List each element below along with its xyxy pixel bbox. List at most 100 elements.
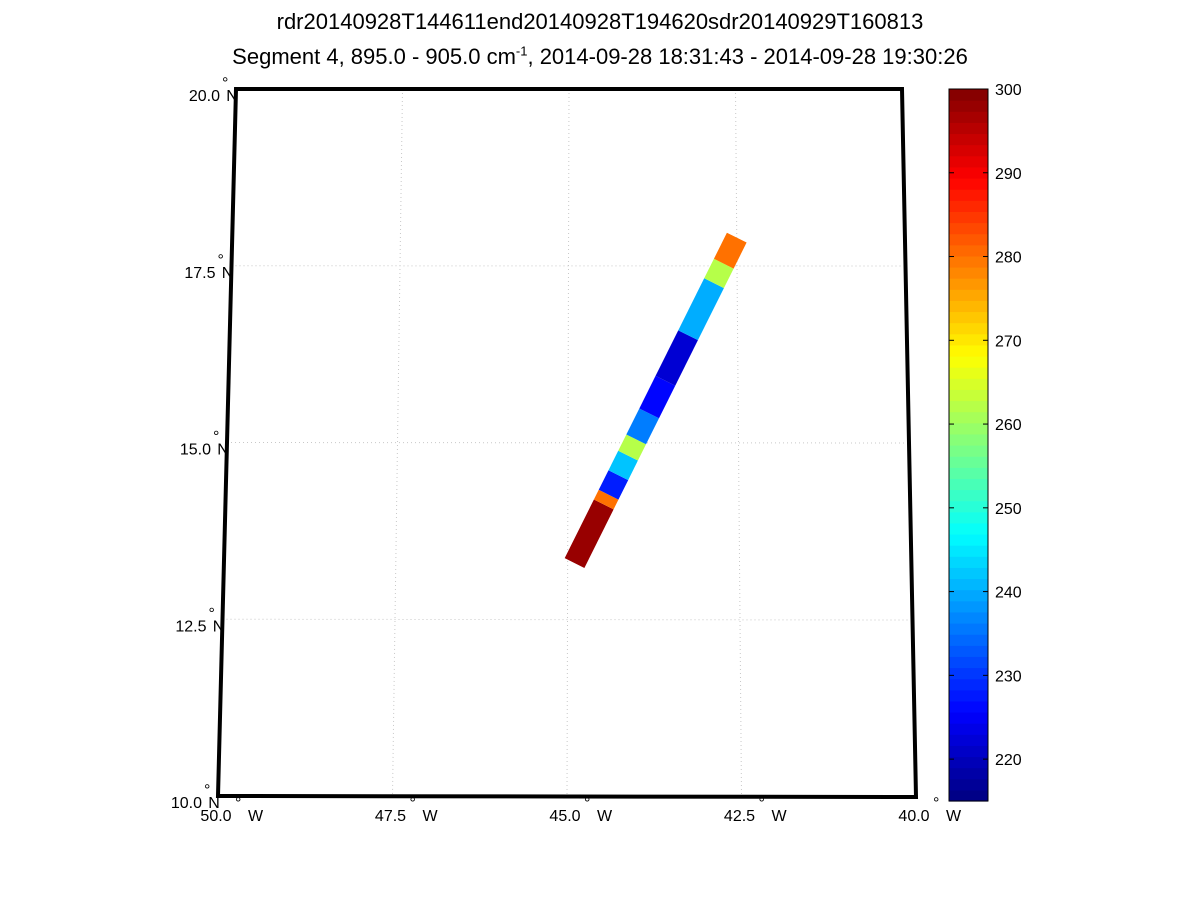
y-tick-degree: ° <box>204 782 210 799</box>
x-tick-degree: ° <box>584 795 590 812</box>
swath-segment <box>655 330 698 386</box>
y-tick-label: 20.0 <box>189 88 220 105</box>
grid-layer <box>222 88 913 797</box>
subtitle-suffix: , 2014-09-28 18:31:43 - 2014-09-28 19:30… <box>527 44 968 69</box>
x-tick-label: 40.0 <box>898 808 929 825</box>
colorbar-step <box>949 789 988 802</box>
colorbar-step <box>949 144 988 157</box>
colorbar-step <box>949 634 988 646</box>
colorbar-step <box>949 567 988 580</box>
y-tick-degree: ° <box>222 75 228 92</box>
colorbar-step <box>949 267 988 279</box>
colorbar-step <box>949 189 988 201</box>
colorbar-step <box>949 645 988 657</box>
colorbar-tick-label: 290 <box>995 166 1022 183</box>
colorbar-step <box>949 333 988 346</box>
colorbar-tick-label: 280 <box>995 250 1022 267</box>
colorbar-step <box>949 289 988 301</box>
colorbar-step <box>949 745 988 758</box>
colorbar-step <box>949 211 988 224</box>
y-tick-degree: ° <box>213 429 219 446</box>
colorbar-step <box>949 133 988 146</box>
colorbar-step <box>949 723 988 735</box>
colorbar-step <box>949 278 988 290</box>
chart-title: rdr20140928T144611end20140928T194620sdr2… <box>276 9 924 34</box>
colorbar-step <box>949 244 988 257</box>
colorbar-step <box>949 667 988 680</box>
colorbar-step <box>949 467 988 479</box>
colorbar-step <box>949 511 988 524</box>
colorbar-step <box>949 122 988 135</box>
colorbar-step <box>949 367 988 379</box>
colorbar-step <box>949 678 988 691</box>
x-tick-hemisphere: W <box>772 808 788 825</box>
colorbar-tick-label: 260 <box>995 417 1022 434</box>
colorbar-step <box>949 322 988 335</box>
colorbar-step <box>949 378 988 390</box>
swath-segment <box>618 434 647 461</box>
colorbar-step <box>949 611 988 624</box>
y-tick-hemisphere: N <box>213 618 225 635</box>
x-tick-label: 47.5 <box>375 808 406 825</box>
colorbar-step <box>949 389 988 402</box>
colorbar-step <box>949 155 988 168</box>
colorbar-tick-label: 270 <box>995 333 1022 350</box>
y-tick-label: 10.0 <box>171 795 202 812</box>
subtitle-superscript: -1 <box>515 43 528 59</box>
colorbar-step <box>949 356 988 368</box>
colorbar-border <box>948 88 989 802</box>
colorbar-step <box>949 756 988 769</box>
colorbar-step <box>949 255 988 268</box>
y-tick-hemisphere: N <box>208 795 220 812</box>
chart-subtitle: Segment 4, 895.0 - 905.0 cm-1, 2014-09-2… <box>0 44 1200 70</box>
colorbar-step <box>949 200 988 212</box>
colorbar-step <box>949 311 988 324</box>
x-tick-hemisphere: W <box>248 808 264 825</box>
colorbar-step <box>949 700 988 713</box>
colorbar-tick-label: 230 <box>995 668 1022 685</box>
swath-segment <box>704 258 734 289</box>
swath-segment <box>639 375 676 419</box>
colorbar-step <box>949 578 988 591</box>
swath-segment <box>564 499 614 568</box>
colorbar-step <box>949 734 988 746</box>
colorbar-step <box>949 456 988 468</box>
colorbar-step <box>949 344 988 357</box>
colorbar-step <box>949 400 988 413</box>
colorbar-step <box>949 233 988 246</box>
colorbar-step <box>949 300 988 313</box>
colorbar-step <box>949 489 988 502</box>
colorbar-step <box>949 556 988 568</box>
colorbar-step <box>949 534 988 546</box>
swath-segment <box>608 450 638 481</box>
y-tick-degree: ° <box>209 605 215 622</box>
y-tick-hemisphere: N <box>217 442 229 459</box>
swath-segment <box>593 489 619 510</box>
y-tick-hemisphere: N <box>226 88 238 105</box>
colorbar-step <box>949 445 988 457</box>
y-tick-labels: 10.0°N12.5°N15.0°N17.5°N20.0°N <box>171 75 238 812</box>
grid-line-lon <box>392 88 403 797</box>
colorbar-step <box>949 411 988 424</box>
colorbar-step <box>949 433 988 446</box>
swath-layer <box>564 232 747 568</box>
colorbar-step <box>949 656 988 669</box>
colorbar-step <box>949 100 988 112</box>
colorbar: 220 230 240 250 260 270 280 290 300 <box>948 82 1022 802</box>
grid-line-lon <box>735 88 742 797</box>
swath-segment <box>598 470 629 500</box>
colorbar-tick-label: 240 <box>995 585 1022 602</box>
x-tick-label: 45.0 <box>549 808 580 825</box>
x-tick-hemisphere: W <box>597 808 613 825</box>
colorbar-step <box>949 166 988 179</box>
colorbar-step <box>949 600 988 613</box>
colorbar-step <box>949 478 988 491</box>
swath-segment <box>626 408 660 445</box>
colorbar-step <box>949 89 988 101</box>
y-tick-degree: ° <box>218 252 224 269</box>
colorbar-step <box>949 623 988 635</box>
y-tick-hemisphere: N <box>222 265 234 282</box>
grid-line-lat <box>222 618 913 621</box>
x-tick-hemisphere: W <box>423 808 439 825</box>
colorbar-step <box>949 178 988 190</box>
